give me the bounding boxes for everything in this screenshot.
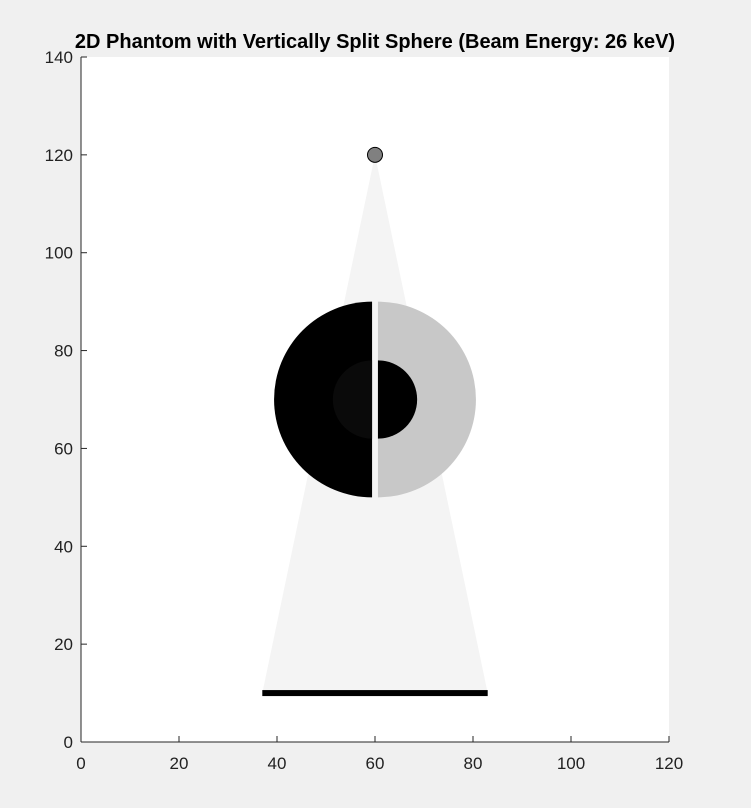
- inner-core-left-half: [332, 360, 373, 439]
- plot-layer: [262, 146, 488, 697]
- y-tick-label: 140: [45, 48, 73, 67]
- x-tick-label: 20: [170, 754, 189, 773]
- y-tick-label: 20: [54, 635, 73, 654]
- y-tick-label: 100: [45, 244, 73, 263]
- y-tick-label: 0: [64, 733, 73, 752]
- x-tick-label: 120: [655, 754, 683, 773]
- beam-cone: [262, 154, 488, 694]
- y-tick-label: 120: [45, 146, 73, 165]
- x-tick-label: 80: [464, 754, 483, 773]
- x-tick-label: 40: [268, 754, 287, 773]
- x-tick-label: 60: [366, 754, 385, 773]
- source-point: [367, 146, 383, 163]
- axes-layer: 0 20 40 60 80 100 120 0 20 40 60 80 100 120 140: [45, 48, 684, 773]
- sphere-left-half: [274, 301, 373, 498]
- y-tick-label: 80: [54, 342, 73, 361]
- x-tick-label: 0: [76, 754, 85, 773]
- chart-title: 2D Phantom with Vertically Split Sphere …: [75, 31, 675, 53]
- y-tick-label: 40: [54, 537, 73, 556]
- y-tick-label: 60: [54, 439, 73, 458]
- sphere-right-half: [377, 301, 476, 498]
- x-tick-label: 100: [557, 754, 585, 773]
- detector-bar: [262, 690, 488, 697]
- inner-core-right-half: [377, 360, 418, 439]
